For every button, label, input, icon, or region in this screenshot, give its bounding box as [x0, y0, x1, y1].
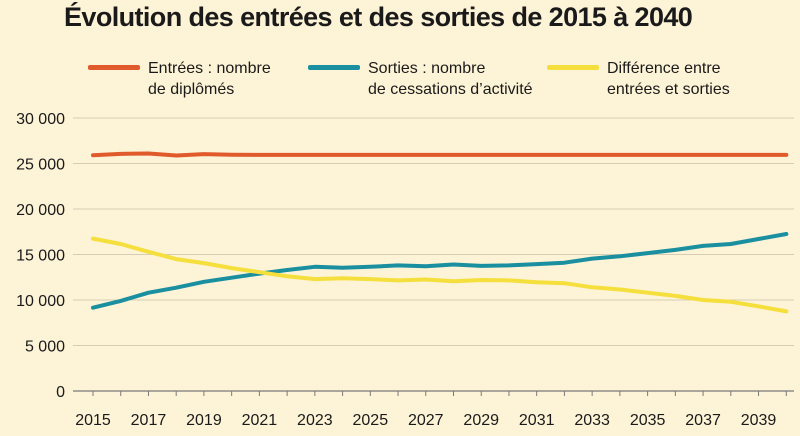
x-tick-label: 2023 [297, 412, 333, 429]
legend-swatch-sorties [308, 65, 360, 70]
x-tick-label: 2019 [186, 412, 222, 429]
x-tick-label: 2029 [463, 412, 499, 429]
y-tick-label: 10 000 [16, 293, 65, 310]
x-tick-label: 2015 [75, 412, 111, 429]
x-tick-label: 2033 [574, 412, 610, 429]
x-tick-label: 2017 [131, 412, 167, 429]
y-tick-label: 0 [56, 384, 65, 401]
legend-label-difference: Différence entre entrées et sorties [607, 60, 730, 98]
legend-label-entrees: Entrées : nombre de diplômés [148, 60, 271, 98]
x-tick-label: 2027 [408, 412, 444, 429]
x-tick-label: 2037 [685, 412, 721, 429]
series-line-difference [91, 236, 789, 314]
series-line-entrees [91, 151, 789, 158]
y-tick-label: 25 000 [16, 157, 65, 174]
x-tick-label: 2039 [741, 412, 777, 429]
y-tick-label: 20 000 [16, 202, 65, 219]
legend-swatch-difference [547, 65, 599, 70]
x-tick-label: 2025 [353, 412, 389, 429]
legend-label-sorties: Sorties : nombre de cessations d’activit… [368, 60, 533, 98]
legend-swatch-entrees [88, 65, 140, 70]
x-tick-label: 2021 [242, 412, 278, 429]
x-tick-label: 2031 [519, 412, 555, 429]
y-tick-label: 30 000 [16, 111, 65, 128]
y-tick-label: 5 000 [25, 339, 65, 356]
series-line-sorties [91, 232, 789, 310]
x-tick-label: 2035 [630, 412, 666, 429]
y-tick-label: 15 000 [16, 248, 65, 265]
chart-title: Évolution des entrées et des sorties de … [64, 2, 693, 32]
